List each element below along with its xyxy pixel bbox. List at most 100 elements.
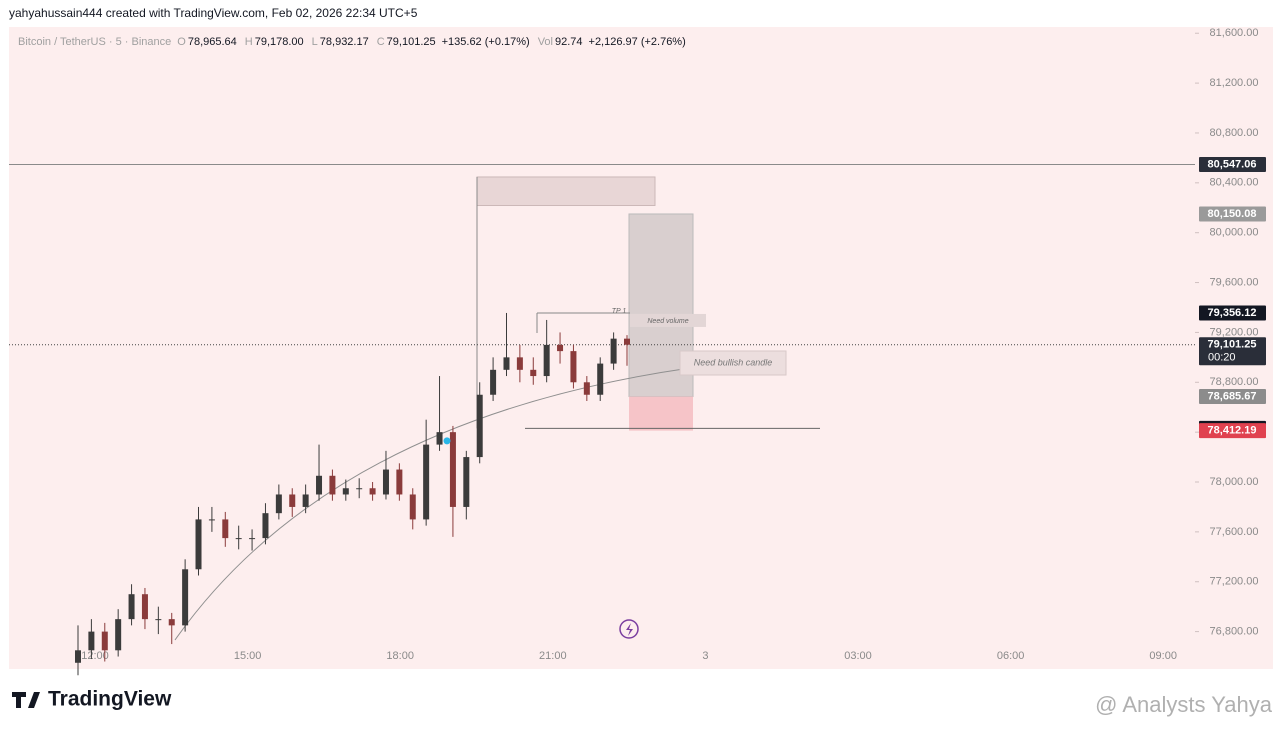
x-tick-label: 06:00: [997, 650, 1025, 662]
price-label: 79,356.12: [1208, 307, 1257, 319]
legend-l-label: L: [312, 36, 318, 48]
candle-body: [115, 619, 122, 651]
legend-h-label: H: [245, 36, 253, 48]
candle-body: [329, 475, 336, 495]
candle-body: [235, 538, 242, 540]
y-tick-label: 81,200.00: [1210, 77, 1259, 89]
note-volume: Need volume: [647, 318, 688, 325]
candle-body: [530, 369, 537, 377]
note-candle: Need bullish candle: [694, 357, 773, 367]
legend-vol-label: Vol: [538, 36, 553, 48]
candle-body: [155, 619, 162, 621]
stop-box: [629, 396, 693, 431]
x-tick-label: 12:00: [81, 650, 109, 662]
x-tick-label: 03:00: [844, 650, 872, 662]
candle-body: [262, 513, 269, 539]
candle-body: [289, 494, 296, 507]
candle-body: [624, 338, 630, 345]
brand-logo: [12, 692, 40, 708]
y-tick-label: 78,000.00: [1210, 476, 1259, 488]
y-tick-label: 79,600.00: [1210, 276, 1259, 288]
price-label-box: [1199, 389, 1266, 405]
legend-symbol: Bitcoin / TetherUS · 5 · Binance: [18, 36, 171, 48]
top-box: [476, 176, 656, 207]
legend-l: 78,932.17: [320, 36, 369, 48]
candle-body: [275, 494, 282, 514]
note-candle-box: [679, 350, 787, 376]
y-tick-label: 79,200.00: [1210, 326, 1259, 338]
candle-body: [583, 382, 590, 395]
y-tick-label: 77,200.00: [1210, 576, 1259, 588]
candle-body: [369, 488, 376, 495]
candle-body: [101, 631, 108, 651]
candle-body: [463, 457, 470, 507]
marker-dot: [443, 437, 451, 445]
candle-body: [249, 538, 256, 540]
candle-body: [128, 594, 135, 620]
candle-body: [342, 488, 349, 495]
candle-body: [597, 363, 604, 395]
candle-body: [316, 475, 323, 495]
countdown: 00:20: [1208, 352, 1236, 364]
candle-body: [141, 594, 148, 620]
candle-body: [382, 469, 389, 495]
candle-body: [476, 394, 483, 458]
candle-body: [423, 444, 430, 520]
candle-body: [490, 369, 497, 395]
candle-body: [88, 631, 95, 651]
note-volume-box: [630, 313, 706, 327]
candle-body: [222, 519, 229, 539]
candle-body: [302, 494, 309, 507]
legend-o-label: O: [177, 36, 186, 48]
candle-body: [75, 650, 81, 663]
legend-o: 78,965.64: [188, 36, 237, 48]
price-label-box: [1199, 156, 1266, 172]
y-tick-label: 77,600.00: [1210, 526, 1259, 538]
candle-body: [436, 432, 443, 445]
candle-body: [570, 351, 577, 383]
x-tick-label: 15:00: [234, 650, 262, 662]
x-tick-label: 18:00: [386, 650, 414, 662]
price-label: 78,685.67: [1208, 390, 1257, 402]
y-tick-label: 80,800.00: [1210, 127, 1259, 139]
candle-body: [168, 619, 175, 626]
candle-body: [208, 519, 215, 521]
brand: TradingView: [48, 688, 172, 711]
candle-body: [356, 488, 363, 490]
candle-body: [449, 432, 456, 507]
price-label: 79,101.25: [1208, 339, 1257, 351]
price-label-box: [1199, 206, 1266, 222]
legend-h: 79,178.00: [255, 36, 304, 48]
legend-c-label: C: [377, 36, 385, 48]
legend-c: 79,101.25: [387, 36, 436, 48]
y-tick-label: 81,600.00: [1210, 27, 1259, 39]
event-icon-bolt: [626, 623, 633, 636]
legend-vol: 92.74: [555, 36, 583, 48]
x-tick-label: 3: [702, 650, 708, 662]
candle-body: [182, 569, 189, 626]
price-label-box: [1199, 337, 1266, 366]
y-tick-label: 78,800.00: [1210, 376, 1259, 388]
candle-body: [195, 519, 202, 570]
candle-body: [409, 494, 416, 520]
candle-body: [610, 338, 617, 364]
price-label-box: [1199, 423, 1266, 439]
candle-body: [557, 344, 564, 352]
y-tick-label: 80,400.00: [1210, 177, 1259, 189]
trend-curve: [174, 367, 691, 641]
price-label: 80,150.08: [1208, 208, 1257, 220]
price-label: 78,412.19: [1208, 425, 1257, 437]
y-tick-label: 80,000.00: [1210, 227, 1259, 239]
x-tick-label: 09:00: [1149, 650, 1177, 662]
legend-change: +135.62 (+0.17%): [442, 36, 530, 48]
y-tick-label: 76,800.00: [1210, 626, 1259, 638]
price-label-box: [1199, 305, 1266, 321]
price-label: 80,547.06: [1208, 158, 1257, 170]
watermark: @ Analysts Yahya: [1095, 692, 1273, 717]
event-icon[interactable]: [619, 619, 639, 639]
header: yahyahussain444 created with TradingView…: [9, 6, 418, 20]
candle-body: [503, 357, 510, 370]
candle-body: [516, 357, 523, 370]
legend-vol-change: +2,126.97 (+2.76%): [589, 36, 686, 48]
